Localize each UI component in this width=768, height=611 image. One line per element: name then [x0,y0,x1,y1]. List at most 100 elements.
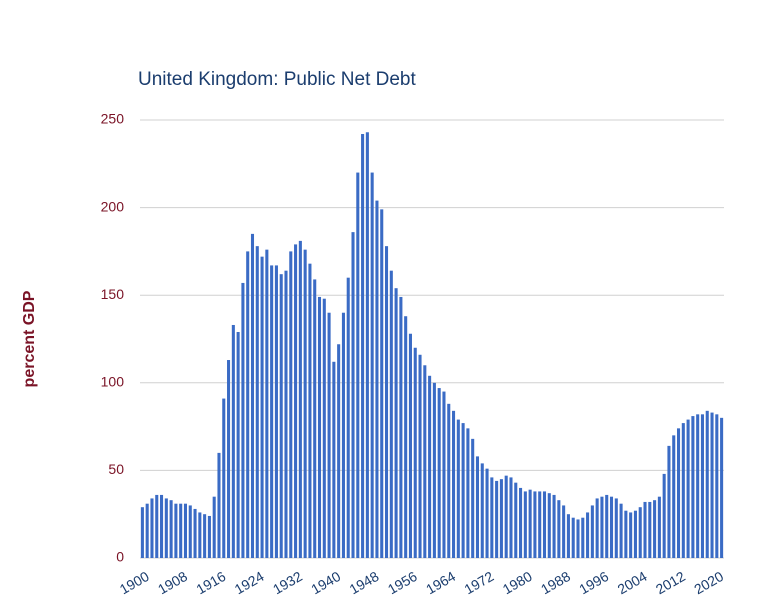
bar [480,463,484,558]
bar [705,410,709,558]
y-tick-label: 50 [108,461,124,477]
bar [241,282,245,558]
bar [456,419,460,558]
bar [408,333,412,558]
bar [667,445,671,558]
bar [246,251,250,558]
bar [514,482,518,558]
bar [475,456,480,558]
bar [236,331,240,558]
bar [638,507,642,558]
bar [418,354,422,558]
y-axis-label: percent GDP [21,290,38,387]
bar [595,498,599,558]
bar [490,477,494,558]
bar [562,505,566,558]
bar [289,251,293,558]
bar [207,515,211,558]
bar [384,246,389,559]
x-tick-label: 1900 [117,568,152,598]
bar [361,134,365,559]
bar [590,505,594,558]
x-tick-label: 1940 [308,568,343,598]
x-tick-label: 2012 [653,568,688,598]
bar [624,510,628,558]
bar [346,277,350,558]
bar [686,419,690,558]
bar [432,382,436,558]
x-tick-label: 1908 [155,568,190,598]
bar [399,296,403,558]
bar [466,428,470,558]
bar [188,505,192,558]
bar [356,172,360,558]
bar [552,494,556,558]
bar [653,500,657,558]
bar [657,496,661,558]
bar [193,508,197,558]
bar [308,263,312,558]
bar [413,347,417,558]
bar [437,388,441,558]
bar [294,244,298,558]
bar [341,312,345,558]
bar [222,398,226,558]
bar [528,489,532,558]
x-tick-label: 1988 [538,568,573,598]
bar [586,512,590,558]
y-tick-label: 200 [101,198,125,214]
bar [676,428,681,558]
bar [720,417,724,558]
y-tick-label: 100 [101,374,125,390]
bar [198,512,202,558]
bar [710,412,714,558]
bar [140,507,144,558]
bar [452,410,456,558]
bar [619,503,623,558]
bar [566,514,570,558]
bar [404,316,408,558]
bar [447,403,451,558]
x-tick-label: 1996 [576,568,611,598]
bar [662,473,666,558]
bar [633,510,637,558]
bar [643,501,647,558]
bar [519,487,523,558]
x-tick-label: 1948 [347,568,382,598]
bar [250,233,255,558]
bar [614,498,618,558]
bar [504,475,508,558]
bar [313,279,317,558]
bar [485,468,489,558]
bar [370,172,374,558]
x-tick-label: 2004 [615,568,650,598]
bar [533,491,537,558]
x-tick-label: 1916 [193,568,228,598]
bar [428,375,432,558]
bar [279,274,283,558]
bar [547,493,551,558]
bar [672,435,676,558]
bar [576,519,580,558]
bar [542,491,547,558]
bar [629,512,633,558]
bar [609,496,614,558]
bar [499,479,503,558]
bar [600,496,604,558]
x-tick-label: 1924 [232,568,267,598]
bar [155,494,159,558]
bar [365,132,369,558]
bar [423,365,427,558]
bar [265,249,269,558]
y-tick-label: 0 [116,549,124,565]
bar [303,249,307,558]
bar [351,232,355,559]
bar [471,438,475,558]
bar [298,240,302,558]
y-tick-label: 150 [101,286,125,302]
bar [169,500,173,558]
bar [145,503,149,558]
bar [394,288,398,558]
bar [696,414,700,558]
bar [212,496,216,558]
